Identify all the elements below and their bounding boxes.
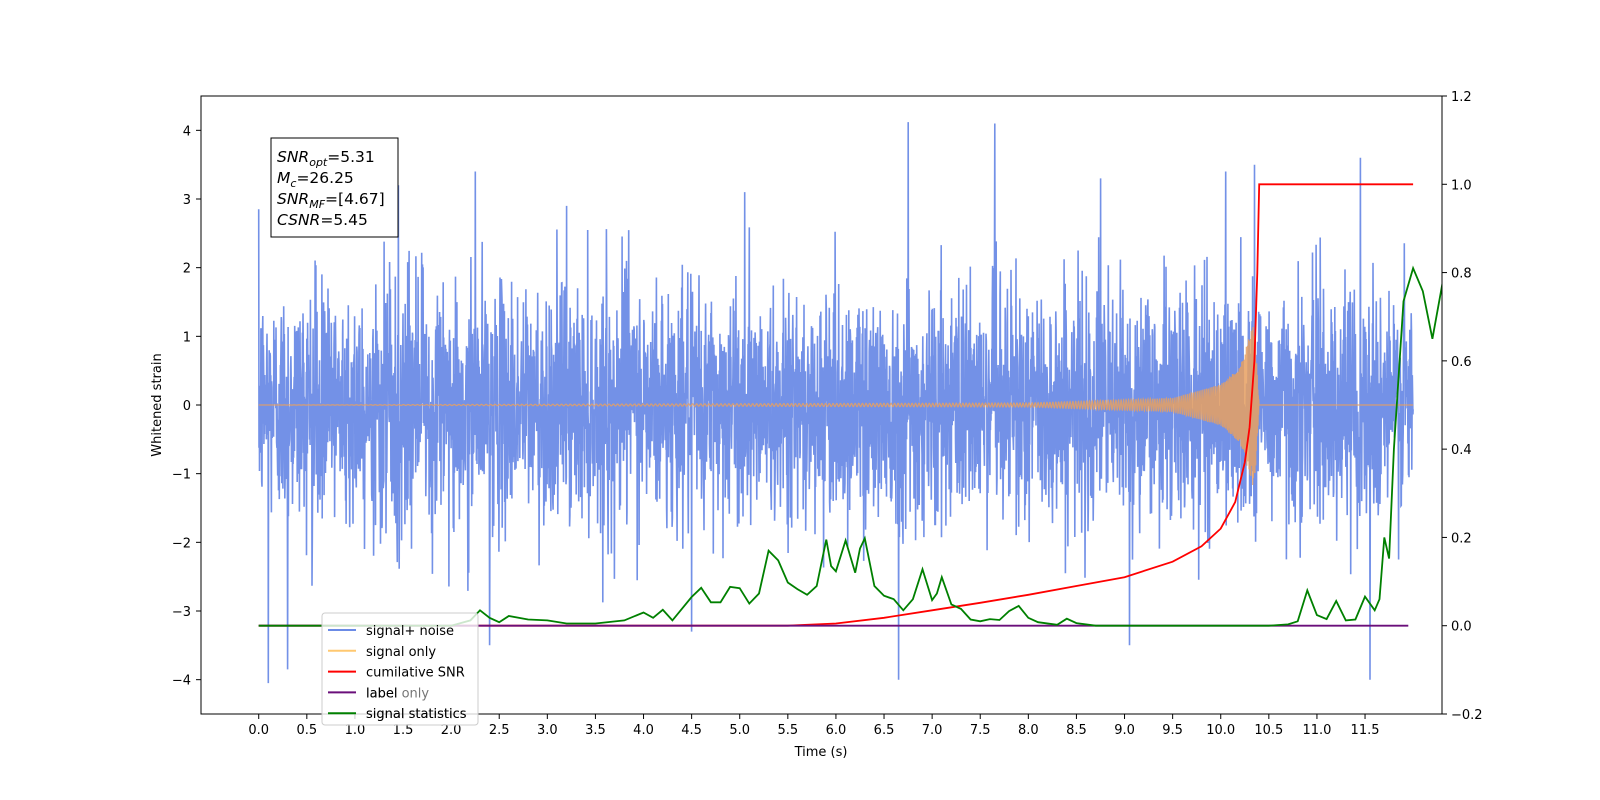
legend-label: cumilative SNR [366, 666, 465, 681]
x-tick-label: 2.0 [441, 723, 462, 738]
x-tick-label: 3.0 [537, 723, 558, 738]
y-tick-label: −3 [172, 605, 191, 620]
x-tick-label: 8.0 [1018, 723, 1039, 738]
legend-frame [321, 612, 479, 726]
x-tick-label: 1.0 [345, 723, 366, 738]
legend-occluded-label: signal statistics [366, 707, 467, 722]
x-tick-label: 4.5 [681, 723, 702, 738]
legend-label: label [366, 686, 397, 701]
series-signal-statistics-line [258, 265, 1442, 627]
x-tick-label: 2.5 [489, 723, 510, 738]
x-tick-label: 6.0 [826, 723, 847, 738]
y-tick-label: 3 [183, 193, 191, 208]
y-tick-label: 2 [183, 262, 191, 277]
x-tick-label: 7.5 [970, 723, 991, 738]
x-tick-label: 4.0 [633, 723, 654, 738]
ticks-layer: 0.0 0.5 1.0 1.5 2.0 2.5 3.0 3.5 4.0 4.5 5.0 5.5 6.0 6… [172, 90, 1483, 738]
x-tick-label: 5.0 [729, 723, 750, 738]
x-tick-label: 3.5 [585, 723, 606, 738]
x-tick-label: 5.5 [777, 723, 798, 738]
annotation-line: Mc=26.25 [277, 169, 354, 190]
y-right-tick-label: 1.2 [1451, 90, 1472, 105]
x-tick-label: 7.0 [922, 723, 943, 738]
x-tick-label: 9.0 [1114, 723, 1135, 738]
y-tick-label: −4 [172, 674, 191, 689]
legend-label: signal statistics [366, 707, 467, 722]
y-tick-label: 1 [183, 330, 191, 345]
annotation-line: CSNR=5.45 [277, 211, 368, 229]
y-right-tick-label: 0.2 [1451, 531, 1472, 546]
x-tick-label: 11.0 [1302, 723, 1331, 738]
legend-label: signal only [366, 645, 436, 660]
x-tick-label: 8.5 [1066, 723, 1087, 738]
x-tick-label: 6.5 [874, 723, 895, 738]
series-signal-only-line [258, 326, 1414, 486]
x-axis-label: Time (s) [794, 745, 848, 760]
legend-occluded-label: label only [366, 686, 429, 701]
y-tick-label: −2 [172, 536, 191, 551]
x-tick-label: 0.5 [296, 723, 317, 738]
y-axis-label: Whitened strain [150, 353, 165, 456]
annotation-frame [270, 137, 399, 238]
x-tick-label: 0.0 [248, 723, 269, 738]
y-right-tick-label: 0.6 [1451, 355, 1472, 370]
x-tick-label: 11.5 [1351, 723, 1380, 738]
y-right-tick-label: 0.0 [1451, 620, 1472, 635]
x-tick-label: 10.5 [1254, 723, 1283, 738]
y-tick-label: 4 [183, 124, 191, 139]
series-signal-noise-line [257, 122, 1414, 684]
series-cumilative-snr-line [258, 183, 1414, 627]
y-tick-label: −1 [172, 468, 191, 483]
annotation-line: SNRopt=5.31 [277, 148, 375, 169]
x-tick-label: 9.5 [1162, 723, 1183, 738]
x-tick-label: 1.5 [393, 723, 414, 738]
y-right-tick-label: −0.2 [1451, 708, 1483, 723]
legend-label: signal+ noise [366, 624, 454, 639]
legend: label only signal statistics signal+ noise… [321, 612, 479, 726]
x-tick-label: 10.0 [1206, 723, 1235, 738]
annotation-line: SNRMF=[4.67] [277, 190, 385, 211]
y-right-tick-label: 0.4 [1451, 443, 1472, 458]
y-right-tick-label: 1.0 [1451, 178, 1472, 193]
y-tick-label: 0 [183, 399, 191, 414]
y-right-tick-label: 0.8 [1451, 267, 1472, 282]
